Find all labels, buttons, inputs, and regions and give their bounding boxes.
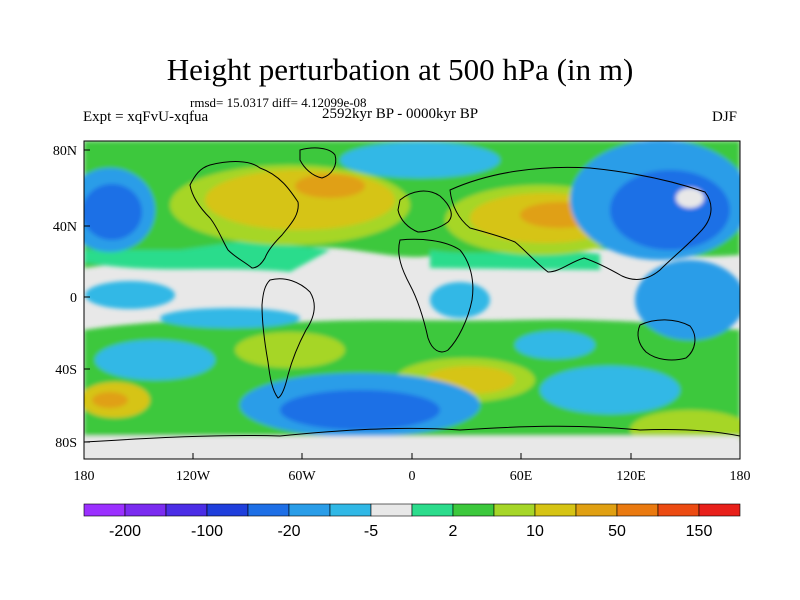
high-north-america-mid: [205, 170, 395, 230]
lon-label: 60E: [510, 469, 533, 484]
colorbar-swatch: [288, 503, 331, 517]
colorbar-label: 10: [526, 523, 544, 540]
lat-label: 80N: [53, 144, 77, 159]
latitude-axis: 80N 40N 0 40S 80S: [53, 144, 90, 451]
lat-label: 40N: [53, 220, 77, 235]
colorbar-swatch: [534, 503, 577, 517]
neg-west-pacific: [635, 260, 740, 340]
period-label: 2592kyr BP - 0000kyr BP: [322, 106, 479, 122]
south-america-coast: [261, 278, 315, 399]
antarctica-coast: [84, 425, 740, 443]
colorbar-swatch: [657, 503, 700, 517]
greenland-coast: [299, 147, 337, 179]
colorbar-swatch: [206, 503, 249, 517]
colorbar-label: -100: [191, 523, 223, 540]
low-southern-ocean-1-core: [280, 390, 440, 430]
australia-coast: [637, 319, 696, 361]
light-green-band-1: [84, 240, 330, 272]
colorbar-swatch: [575, 503, 618, 517]
stats-label: rmsd= 15.0317 diff= 4.12099e-08: [190, 95, 367, 110]
asia-coast: [449, 166, 712, 280]
lon-label: 120W: [176, 469, 211, 484]
colorbar-label: -5: [364, 523, 378, 540]
colorbar-swatch: [493, 503, 536, 517]
light-green-band-2: [430, 250, 600, 270]
lon-label: 180: [730, 469, 751, 484]
longitude-axis: 180 120W 60W 0 60E 120E 180: [74, 453, 751, 484]
colorbar-swatch: [124, 503, 167, 517]
high-south-america: [235, 332, 345, 368]
colorbar-label: -20: [277, 523, 300, 540]
colorbar-label: 150: [686, 523, 713, 540]
north-america-coast: [189, 161, 299, 269]
contour-field: [84, 141, 740, 459]
neg-indian-ocean: [515, 331, 595, 359]
map-title: Height perturbation at 500 hPa (in m): [166, 52, 634, 87]
colorbar-swatch: [370, 503, 413, 517]
lon-label: 60W: [288, 469, 316, 484]
neg-africa: [430, 282, 490, 318]
neg-tropics-1: [160, 308, 300, 328]
low-southern-ocean-2: [540, 366, 680, 414]
neutral-kamchatka: [676, 188, 704, 208]
colorbar-swatch: [83, 503, 126, 517]
colorbar-swatch: [247, 503, 290, 517]
colorbar-swatch: [452, 503, 495, 517]
lat-label: 40S: [55, 363, 77, 378]
colorbar: -200 -100 -20 -5 2 10 50 150: [83, 503, 741, 540]
colorbar-swatch: [616, 503, 659, 517]
africa-coast: [398, 238, 474, 353]
season-label: DJF: [712, 109, 738, 125]
colorbar-label: -200: [109, 523, 141, 540]
colorbar-swatch: [329, 503, 372, 517]
lon-label: 120E: [616, 469, 646, 484]
coastlines: [84, 147, 740, 443]
colorbar-label: 2: [449, 523, 458, 540]
lon-label: 180: [74, 469, 95, 484]
antarctic-neutral: [84, 436, 740, 459]
lat-label: 80S: [55, 436, 77, 451]
high-southern-pacific-core: [92, 392, 128, 408]
colorbar-swatch: [698, 503, 741, 517]
lon-label: 0: [409, 469, 416, 484]
low-arctic-atlantic: [340, 142, 500, 178]
lat-label: 0: [70, 291, 77, 306]
neg-east-pacific: [85, 281, 175, 309]
colorbar-label: 50: [608, 523, 626, 540]
europe-coast: [397, 190, 452, 233]
high-north-america-core: [295, 174, 365, 198]
experiment-label: Expt = xqFvU-xqfua: [83, 109, 209, 125]
low-north-pacific-core: [84, 184, 142, 240]
colorbar-swatch: [411, 503, 454, 517]
colorbar-swatch: [165, 503, 208, 517]
low-south-pacific: [95, 340, 215, 380]
